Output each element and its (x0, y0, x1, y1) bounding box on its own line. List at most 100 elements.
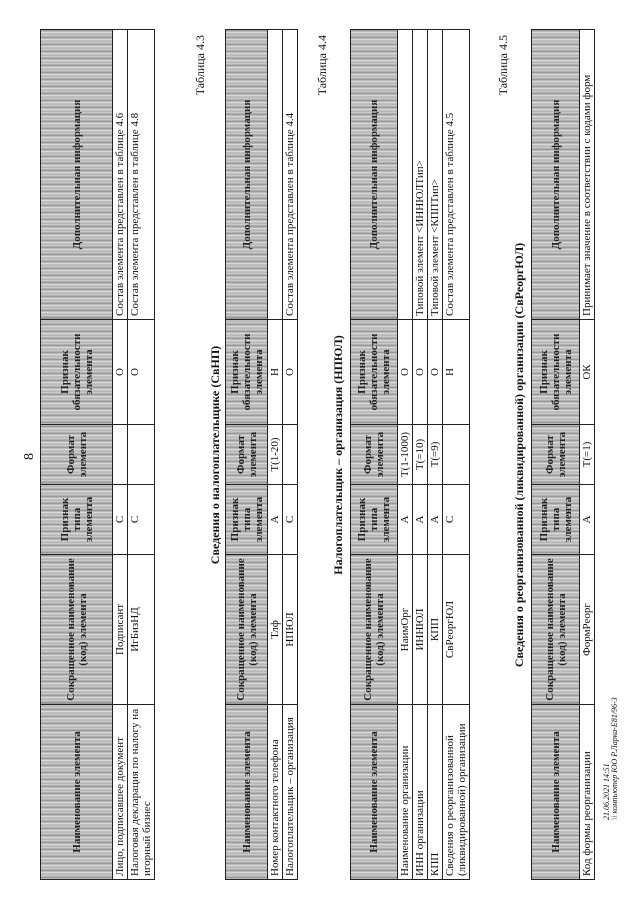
table-row: Налогоплательщик – организация НПЮЛ С О Сост… (282, 29, 298, 880)
table-cell: ИНН организации (412, 704, 428, 880)
table: Наименование элемента Сокращенное наимено… (40, 29, 155, 880)
header-cell: Дополнительная информация (40, 29, 113, 320)
table-cell (112, 424, 128, 485)
table: Наименование элемента Сокращенное наимено… (531, 29, 595, 880)
header-cell: Сокращенное наименование (код) элемента (531, 554, 580, 705)
header-cell: Формат элемента (350, 424, 398, 485)
table-cell: Т(=9) (427, 424, 443, 485)
table-cell: Налогоплательщик – организация (282, 704, 298, 880)
table-cell: Код формы реорганизации (579, 704, 595, 880)
table-cell: ФормРеорг (579, 554, 595, 705)
table-cell: Налоговая декларация по налогу на игорны… (127, 704, 155, 880)
header-cell: Дополнительная информация (225, 29, 268, 320)
header-cell: Признак типа элемента (531, 484, 580, 555)
stamp-line: \\ компьютер ЮО Р.Ларка-Е81/96-3 (610, 697, 619, 820)
table-cell: ИгБизНД (127, 554, 155, 705)
table-cell: О (127, 319, 155, 425)
table: Наименование элемента Сокращенное наимено… (350, 29, 470, 880)
header-cell: Формат элемента (225, 424, 268, 485)
table-title: Налогоплательщик – организация (НПЮЛ) (331, 335, 345, 575)
table-cell: КПП (427, 554, 443, 705)
header-cell: Признак обязательности элемента (40, 319, 113, 425)
table-cell: А (579, 484, 595, 555)
table-cell (267, 29, 283, 320)
table-cell: СвРеоргЮЛ (442, 554, 470, 705)
table-cell: А (397, 484, 413, 555)
table-cell: А (427, 484, 443, 555)
table-cell: Типовой элемент <ИННЮЛТип> (412, 29, 428, 320)
table-cell: О (412, 319, 428, 425)
header-cell: Наименование элемента (225, 704, 268, 880)
table-row: КПП КПП А Т(=9) О Типовой элемент <КППТип> (427, 29, 443, 880)
header-row: Наименование элемента Сокращенное наимено… (225, 29, 268, 880)
table-cell: О (397, 319, 413, 425)
table-cell: Т(=10) (412, 424, 428, 485)
header-cell: Наименование элемента (40, 704, 113, 880)
table-cell: ИННЮЛ (412, 554, 428, 705)
table-cell: Н (442, 319, 470, 425)
table-cell: Состав элемента представлен в таблице 4.… (127, 29, 155, 320)
header-cell: Признак типа элемента (225, 484, 268, 555)
table-cell: О (282, 319, 298, 425)
table-cell: С (442, 484, 470, 555)
table-cell: Т(1-1000) (397, 424, 413, 485)
table-cell: КПП (427, 704, 443, 880)
table-cell: Лицо, подписавшее документ (112, 704, 128, 880)
table-cell: С (127, 484, 155, 555)
table-cell: Принимает значение в соответствии с кода… (579, 29, 595, 320)
header-row: Наименование элемента Сокращенное наимено… (350, 29, 398, 880)
table-cell (282, 424, 298, 485)
table-caption: Таблица 4.5 (496, 35, 510, 96)
header-cell: Формат элемента (40, 424, 113, 485)
table-caption: Таблица 4.4 (315, 35, 329, 96)
table-cell: О (427, 319, 443, 425)
header-cell: Наименование элемента (531, 704, 580, 880)
table-cell: НаимОрг (397, 554, 413, 705)
table-row: Сведения о реорганизованной (ликвидирова… (442, 29, 470, 880)
table-cell: Н (267, 319, 283, 425)
table-title: Сведения о налогоплательщике (СвНП) (208, 345, 222, 565)
table-cell: Номер контактного телефона (267, 704, 283, 880)
table-cell: О (112, 319, 128, 425)
table-cell: А (267, 484, 283, 555)
header-cell: Признак обязательности элемента (225, 319, 268, 425)
header-cell: Признак типа элемента (350, 484, 398, 555)
table-cell: С (112, 484, 128, 555)
table-cell: Сведения о реорганизованной (ликвидирова… (442, 704, 470, 880)
table-cell: Наименование организации (397, 704, 413, 880)
page-number: 8 (22, 453, 37, 460)
header-cell: Признак обязательности элемента (531, 319, 580, 425)
table-cell (397, 29, 413, 320)
header-cell: Сокращенное наименование (код) элемента (40, 554, 113, 705)
table-cell (127, 424, 155, 485)
header-cell: Признак типа элемента (40, 484, 113, 555)
table-row: ИНН организации ИННЮЛ А Т(=10) О Типовой элем… (412, 29, 428, 880)
table-cell: С (282, 484, 298, 555)
header-row: Наименование элемента Сокращенное наимено… (531, 29, 580, 880)
table-cell: ОК (579, 319, 595, 425)
table-row: Код формы реорганизации ФормРеорг А Т(=1) ОК… (579, 29, 595, 880)
table-title: Сведения о реорганизованной (ликвидирова… (512, 242, 526, 668)
stamp: 21.06.2021 14:51 \\ компьютер ЮО Р.Ларка… (602, 697, 619, 820)
table-cell: Состав элемента представлен в таблице 4.… (282, 29, 298, 320)
table-cell (442, 424, 470, 485)
header-cell: Формат элемента (531, 424, 580, 485)
table-caption: Таблица 4.3 (193, 35, 207, 96)
header-cell: Наименование элемента (350, 704, 398, 880)
header-cell: Дополнительная информация (350, 29, 398, 320)
header-cell: Дополнительная информация (531, 29, 580, 320)
table-cell: Подписант (112, 554, 128, 705)
table-row: Лицо, подписавшее документ Подписант С О Сос… (112, 29, 128, 880)
header-cell: Сокращенное наименование (код) элемента (350, 554, 398, 705)
table-cell: А (412, 484, 428, 555)
table-row: Номер контактного телефона Тлф А Т(1-20) Н (267, 29, 283, 880)
header-cell: Признак обязательности элемента (350, 319, 398, 425)
table-cell: Состав элемента представлен в таблице 4.… (112, 29, 128, 320)
table-cell: Типовой элемент <КППТип> (427, 29, 443, 320)
table: Наименование элемента Сокращенное наимено… (225, 29, 298, 880)
table-row: Наименование организации НаимОрг А Т(1-1000… (397, 29, 413, 880)
header-row: Наименование элемента Сокращенное наимено… (40, 29, 113, 880)
table-cell: Т(1-20) (267, 424, 283, 485)
